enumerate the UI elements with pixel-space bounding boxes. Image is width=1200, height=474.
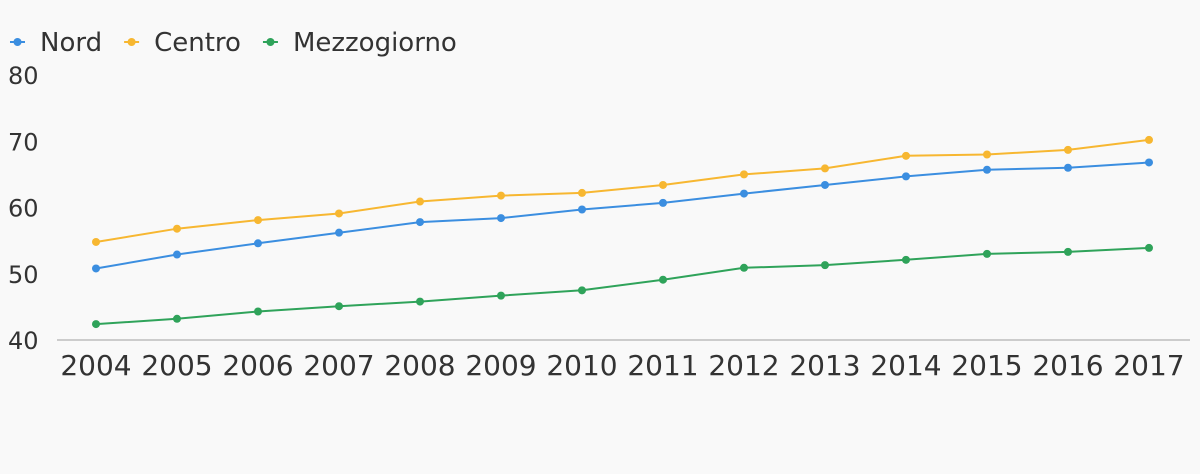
- x-tick-label: 2008: [384, 349, 455, 382]
- data-point-nord: [902, 172, 910, 181]
- series-line-nord: [95, 161, 1150, 270]
- data-point-mezzogiorno: [416, 297, 424, 306]
- x-tick-label: 2004: [60, 349, 131, 382]
- y-tick-label: 40: [8, 327, 39, 355]
- data-point-centro: [1145, 135, 1153, 144]
- data-point-mezzogiorno: [497, 291, 505, 300]
- y-tick-label: 50: [8, 261, 39, 289]
- x-tick-label: 2013: [789, 349, 860, 382]
- data-point-nord: [92, 264, 100, 273]
- data-point-mezzogiorno: [821, 261, 829, 270]
- x-tick-label: 2016: [1032, 349, 1103, 382]
- legend-label-centro: Centro: [154, 28, 241, 58]
- data-point-mezzogiorno: [983, 249, 991, 258]
- data-point-centro: [416, 197, 424, 206]
- data-point-nord: [983, 165, 991, 174]
- data-point-mezzogiorno: [173, 314, 181, 323]
- x-tick-label: 2015: [951, 349, 1022, 382]
- x-tick-label: 2012: [708, 349, 779, 382]
- data-point-centro: [497, 191, 505, 200]
- y-axis: 40 50 60 70 80: [8, 62, 39, 355]
- data-point-centro: [821, 164, 829, 173]
- data-point-mezzogiorno: [740, 263, 748, 272]
- legend-label-mezzogiorno: Mezzogiorno: [293, 28, 457, 58]
- series-nord: [92, 158, 1153, 273]
- data-point-centro: [254, 216, 262, 225]
- data-point-nord: [497, 214, 505, 223]
- data-point-mezzogiorno: [1064, 247, 1072, 256]
- x-axis: 2004 2005 2006 2007 2008 2009 2010 2011 2012 2013…: [57, 339, 1190, 382]
- data-point-centro: [335, 209, 343, 218]
- legend-marker-mezzogiorno: [266, 38, 275, 46]
- data-point-centro: [902, 151, 910, 160]
- data-point-mezzogiorno: [335, 302, 343, 311]
- series-line-mezzogiorno: [95, 246, 1150, 326]
- data-point-nord: [1064, 163, 1072, 172]
- x-tick-label: 2010: [546, 349, 617, 382]
- legend: Nord Centro Mezzogiorno: [10, 28, 457, 58]
- legend-marker-centro: [127, 38, 136, 46]
- data-point-nord: [173, 250, 181, 259]
- data-point-centro: [983, 150, 991, 159]
- y-tick-label: 80: [8, 62, 39, 90]
- y-tick-label: 70: [8, 128, 39, 156]
- x-tick-label: 2006: [222, 349, 293, 382]
- x-tick-label: 2014: [870, 349, 941, 382]
- data-point-nord: [740, 189, 748, 198]
- x-tick-label: 2011: [627, 349, 698, 382]
- data-point-centro: [92, 237, 100, 246]
- data-point-centro: [173, 224, 181, 233]
- data-point-mezzogiorno: [578, 286, 586, 295]
- data-point-nord: [578, 205, 586, 214]
- data-point-mezzogiorno: [902, 255, 910, 264]
- series-mezzogiorno: [92, 243, 1153, 329]
- data-point-centro: [1064, 145, 1072, 154]
- data-point-mezzogiorno: [659, 275, 667, 284]
- x-tick-label: 2005: [141, 349, 212, 382]
- legend-marker-nord: [13, 38, 22, 46]
- data-point-centro: [578, 188, 586, 197]
- series-line-centro: [95, 138, 1150, 243]
- data-point-mezzogiorno: [254, 307, 262, 316]
- data-point-centro: [740, 170, 748, 179]
- data-point-nord: [416, 218, 424, 227]
- legend-label-nord: Nord: [40, 28, 102, 58]
- data-point-nord: [1145, 158, 1153, 167]
- data-point-mezzogiorno: [92, 320, 100, 329]
- x-tick-label: 2009: [465, 349, 536, 382]
- series-centro: [92, 135, 1153, 246]
- data-point-centro: [659, 180, 667, 189]
- data-point-nord: [254, 239, 262, 248]
- data-point-mezzogiorno: [1145, 243, 1153, 252]
- data-point-nord: [821, 180, 829, 189]
- x-tick-label: 2007: [303, 349, 374, 382]
- y-tick-label: 60: [8, 195, 39, 223]
- plot-area: [92, 135, 1153, 329]
- x-tick-label: 2017: [1113, 349, 1184, 382]
- data-point-nord: [335, 228, 343, 237]
- data-point-nord: [659, 198, 667, 207]
